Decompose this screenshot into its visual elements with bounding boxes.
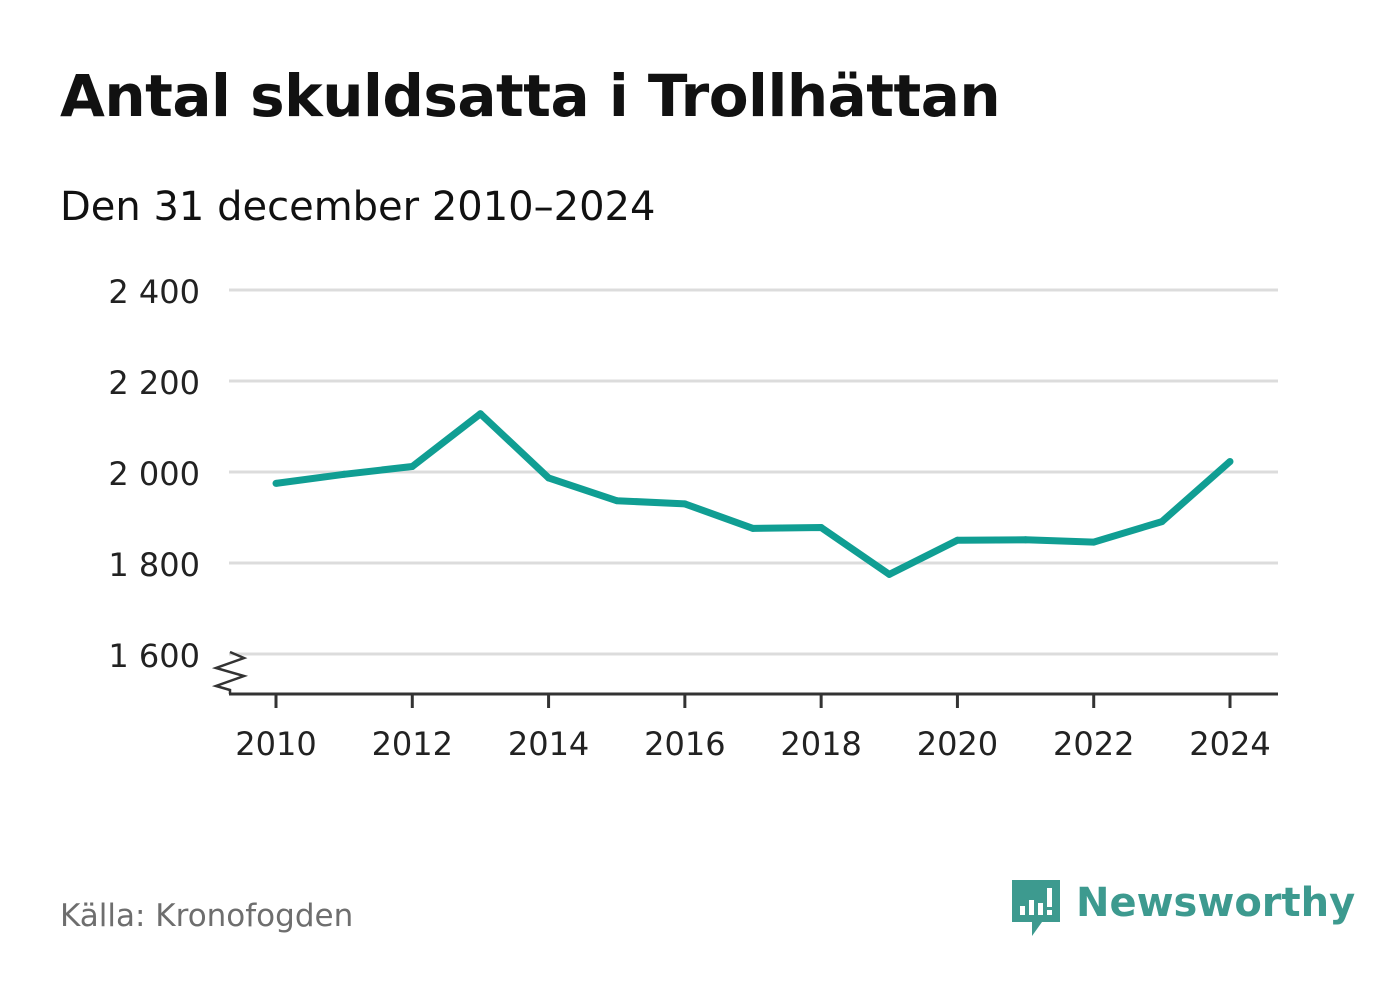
- axes: [211, 650, 1278, 696]
- y-tick-label: 2 400: [108, 273, 200, 311]
- x-tick-label: 2012: [372, 725, 453, 763]
- x-tick-label: 2014: [508, 725, 589, 763]
- data-point: [613, 497, 621, 505]
- x-tick-label: 2016: [644, 725, 725, 763]
- x-axis-ticks: 2010 2012 2014 2016 2018 2020 2022 2024: [235, 694, 1271, 763]
- brand-name: Newsworthy: [1076, 880, 1356, 926]
- data-point: [953, 536, 961, 544]
- x-tick-label: 2024: [1189, 725, 1270, 763]
- data-point: [885, 570, 893, 578]
- x-tick-label: 2018: [780, 725, 861, 763]
- data-point: [272, 479, 280, 487]
- y-tick-label: 1 800: [108, 546, 200, 584]
- data-point: [476, 410, 484, 418]
- series-line: [275, 410, 1233, 578]
- data-point: [1158, 518, 1166, 526]
- x-tick-label: 2010: [235, 725, 316, 763]
- data-point: [408, 463, 416, 471]
- chart-subtitle: Den 31 december 2010–2024: [60, 184, 656, 230]
- y-tick-label: 2 000: [108, 455, 200, 493]
- newsworthy-icon: [1012, 880, 1060, 936]
- data-point: [1226, 458, 1234, 466]
- axis-break-icon: [211, 650, 249, 694]
- data-point: [817, 524, 825, 532]
- y-axis-ticks: 1 600 1 800 2 000 2 200 2 400: [108, 273, 200, 675]
- data-point: [545, 474, 553, 482]
- data-point: [681, 500, 689, 508]
- y-tick-label: 2 200: [108, 364, 200, 402]
- series: [272, 410, 1234, 578]
- x-tick-label: 2022: [1053, 725, 1134, 763]
- source-note: Källa: Kronofogden: [60, 898, 354, 934]
- data-point: [340, 470, 348, 478]
- data-point: [1022, 536, 1030, 544]
- chart-title: Antal skuldsatta i Trollhättan: [60, 62, 1001, 130]
- gridlines: [229, 288, 1278, 656]
- newsworthy-logo[interactable]: Newsworthy: [1010, 878, 1355, 942]
- data-point: [749, 524, 757, 532]
- x-tick-label: 2020: [917, 725, 998, 763]
- y-tick-label: 1 600: [108, 637, 200, 675]
- data-point: [1090, 538, 1098, 546]
